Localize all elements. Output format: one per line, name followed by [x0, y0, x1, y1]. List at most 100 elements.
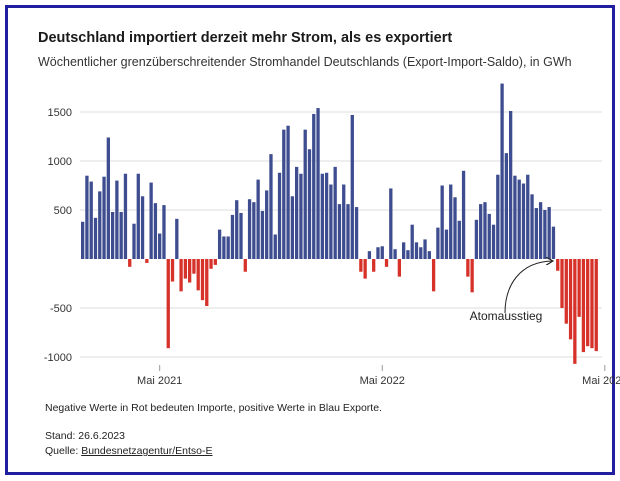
bar-export	[483, 202, 487, 259]
bar-export	[110, 211, 115, 259]
bar-export	[132, 223, 136, 259]
bar-export	[299, 173, 303, 259]
annotation-label: Atomausstieg	[470, 309, 543, 323]
bar-export	[89, 181, 93, 259]
bar-export	[453, 197, 457, 259]
y-tick-label: 1500	[48, 107, 72, 119]
bar-import	[192, 259, 196, 274]
bar-export	[376, 247, 380, 259]
bar-export	[269, 154, 273, 259]
bar-import	[431, 259, 436, 292]
bar-import	[577, 259, 581, 317]
bar-export	[479, 204, 483, 259]
bar-export	[329, 184, 333, 259]
bar-export	[457, 220, 461, 259]
bar-import	[590, 259, 594, 349]
bar-import	[586, 259, 590, 347]
bar-export	[538, 202, 543, 259]
bar-export	[316, 108, 320, 259]
bar-export	[393, 249, 397, 259]
bar-export	[333, 166, 337, 259]
bar-import	[594, 259, 598, 352]
bar-export	[290, 196, 295, 259]
bar-export	[235, 200, 239, 259]
bar-export	[547, 207, 551, 259]
bar-export	[534, 208, 538, 259]
bar-import	[359, 259, 363, 272]
bar-import	[213, 259, 217, 265]
bar-export	[354, 207, 359, 259]
bar-export	[449, 184, 453, 259]
bar-export	[474, 219, 479, 259]
y-tick-label: -500	[50, 303, 72, 315]
bar-export	[312, 113, 316, 260]
source-prefix: Quelle:	[45, 445, 82, 457]
bar-export	[350, 114, 354, 259]
bar-export	[295, 166, 299, 259]
bar-export	[509, 111, 513, 260]
bar-import	[560, 259, 564, 308]
bar-export	[256, 179, 260, 259]
bar-import	[145, 259, 149, 263]
bar-export	[380, 246, 384, 259]
bar-export	[226, 236, 230, 259]
bar-import	[384, 259, 389, 267]
bar-export	[342, 184, 346, 259]
bar-import	[372, 259, 376, 272]
bar-export	[436, 227, 440, 259]
bar-import	[470, 259, 474, 293]
bar-export	[81, 221, 85, 259]
source-link[interactable]: Bundesnetzagentur/Entso-E	[81, 445, 213, 457]
bar-import	[128, 259, 132, 267]
bar-export	[85, 175, 89, 259]
y-tick-label: -1000	[44, 352, 72, 364]
x-tick-label: Mai 2022	[360, 375, 405, 387]
bar-import	[188, 259, 192, 283]
bar-import	[564, 259, 568, 324]
bar-export	[414, 242, 419, 259]
bar-import	[397, 259, 402, 277]
bar-export	[158, 233, 162, 259]
bar-export	[162, 205, 166, 259]
bar-export	[175, 218, 179, 259]
bar-export	[367, 251, 372, 259]
bar-export	[513, 175, 517, 259]
bar-export	[337, 204, 342, 259]
x-tick-label: Mai 2021	[137, 375, 182, 387]
bar-import	[243, 259, 247, 272]
bar-export	[496, 174, 500, 259]
bar-export	[551, 226, 556, 259]
y-tick-label: 500	[54, 205, 72, 217]
bar-export	[427, 251, 431, 259]
bar-export	[239, 212, 243, 259]
bar-export	[260, 210, 265, 259]
bar-export	[123, 173, 128, 259]
bar-export	[102, 176, 106, 259]
x-tick-label: Mai 2023	[582, 375, 620, 387]
bar-export	[324, 172, 329, 259]
y-tick-label: 1000	[48, 156, 72, 168]
bar-export	[410, 224, 414, 259]
bar-export	[530, 194, 534, 259]
bar-import	[170, 259, 175, 282]
bar-export	[119, 211, 123, 259]
bar-export	[517, 179, 521, 259]
source-line: Quelle: Bundesnetzagentur/Entso-E	[45, 445, 213, 457]
bar-export	[222, 236, 226, 259]
bar-export	[440, 185, 444, 259]
bar-export	[521, 183, 526, 259]
bar-export	[140, 196, 145, 259]
bar-export	[265, 190, 269, 259]
bar-import	[209, 259, 213, 269]
bar-export	[389, 188, 393, 259]
footnote: Negative Werte in Rot bedeuten Importe, …	[45, 402, 382, 414]
bar-import	[205, 259, 209, 307]
bar-export	[136, 173, 140, 259]
bar-export	[153, 203, 158, 259]
bar-export	[282, 129, 286, 259]
bar-export	[93, 217, 98, 259]
bar-export	[320, 173, 324, 259]
bar-export	[286, 125, 290, 259]
bar-export	[526, 174, 530, 259]
bar-export	[402, 242, 406, 259]
